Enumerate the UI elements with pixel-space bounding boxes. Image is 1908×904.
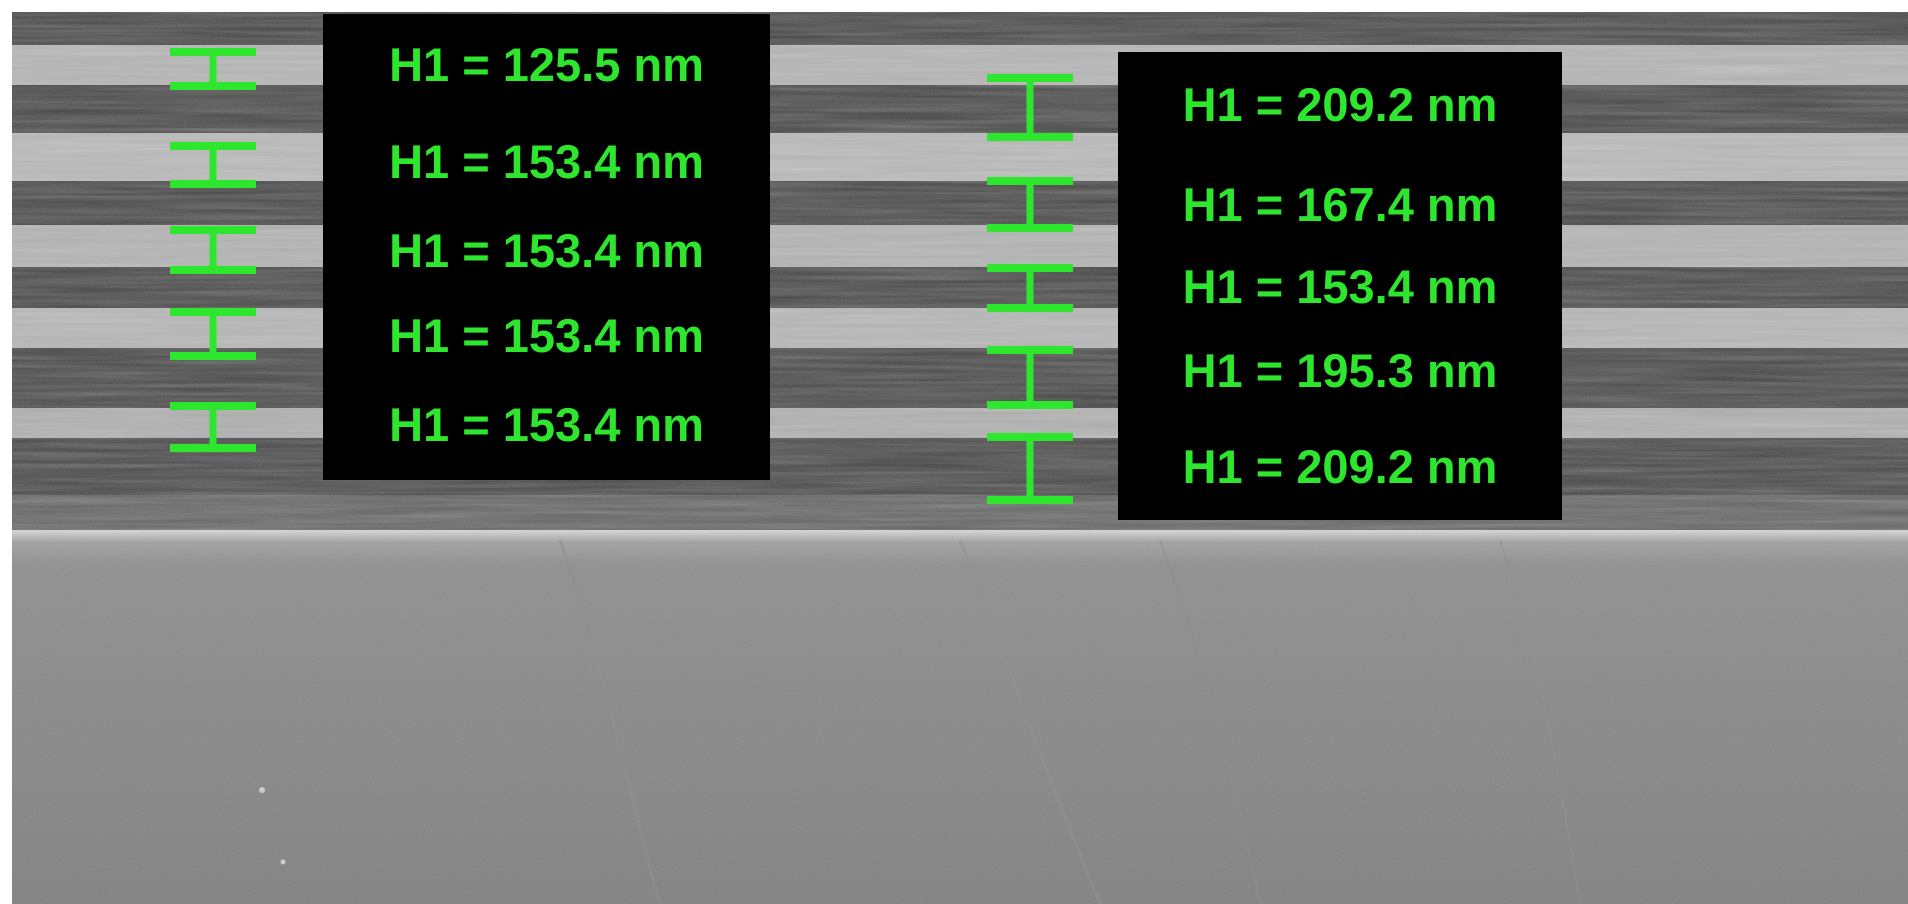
measurement-label: H1 = 195.3 nm (1182, 344, 1498, 397)
measurement-label: H1 = 125.5 nm (389, 38, 704, 91)
measurement-marker (170, 142, 256, 188)
measurement-marker (170, 308, 256, 360)
measurement-marker (170, 226, 256, 274)
measurement-label: H1 = 209.2 nm (1182, 440, 1498, 493)
measurement-label-box-right: H1 = 209.2 nm H1 = 167.4 nm H1 = 153.4 n… (1118, 52, 1562, 520)
measurement-marker (987, 264, 1073, 312)
measurement-label: H1 = 153.4 nm (389, 135, 704, 188)
measurement-label: H1 = 153.4 nm (389, 309, 704, 362)
measurement-marker (987, 177, 1073, 232)
measurement-marker (170, 48, 256, 90)
measurement-markers-left (170, 48, 256, 452)
measurement-marker (987, 346, 1073, 409)
measurement-markers-right (987, 74, 1073, 504)
measurement-label: H1 = 153.4 nm (389, 398, 704, 451)
measurement-label: H1 = 167.4 nm (1182, 178, 1498, 231)
measurement-label: H1 = 153.4 nm (1182, 260, 1498, 313)
measurement-label: H1 = 153.4 nm (389, 224, 704, 277)
measurement-label: H1 = 209.2 nm (1182, 78, 1498, 131)
measurement-marker (987, 433, 1073, 504)
measurement-marker (987, 74, 1073, 141)
measurement-marker (170, 402, 256, 452)
measurement-label-box-left: H1 = 125.5 nm H1 = 153.4 nm H1 = 153.4 n… (323, 14, 770, 480)
